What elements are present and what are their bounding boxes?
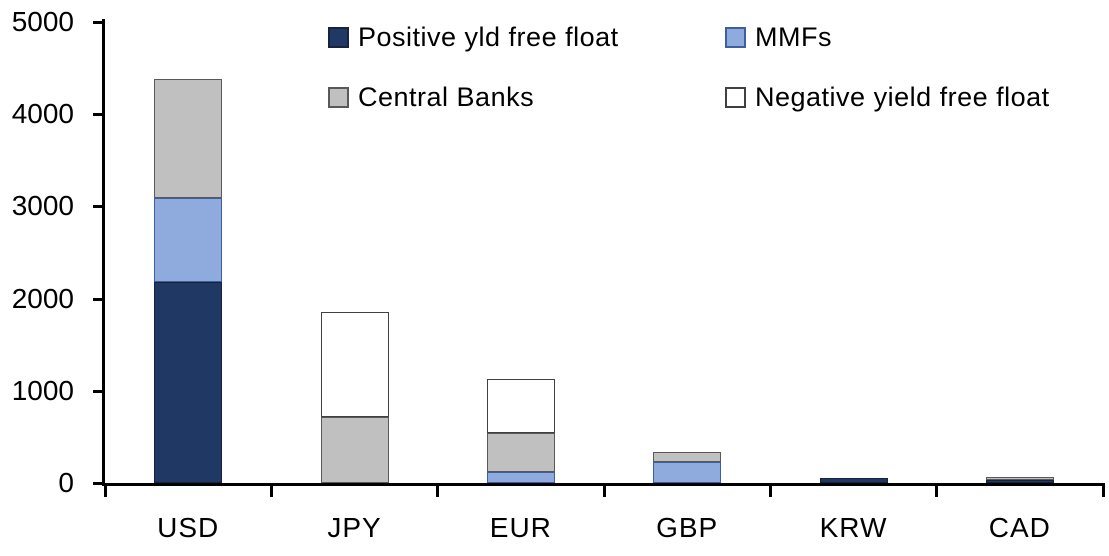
legend-swatch-mmfs (725, 26, 746, 48)
legend-item-mmfs: MMFs (725, 22, 832, 52)
bar-segment-eur-mmfs (486, 472, 555, 483)
legend-label: MMFs (755, 22, 832, 52)
bar-segment-jpy-central-banks (320, 417, 389, 483)
x-axis-tick (436, 483, 440, 497)
bar-segment-eur-central-banks (486, 432, 555, 473)
y-axis-tick (93, 21, 105, 24)
x-axis-tick (103, 483, 107, 497)
y-axis-tick (93, 205, 105, 209)
y-tick-label: 1000 (11, 374, 74, 406)
legend-swatch-positive-yld-free-float (328, 26, 349, 48)
bar-segment-cad-central-banks (985, 476, 1054, 481)
bar-segment-eur-negative-yield-free-float (486, 379, 555, 433)
x-axis-tick (768, 483, 772, 497)
legend-label: Central Banks (358, 82, 535, 112)
x-axis-tick (1101, 483, 1105, 497)
bar-segment-jpy-negative-yield-free-float (320, 312, 389, 418)
y-axis-tick (93, 113, 105, 117)
bar-segment-usd-central-banks (154, 79, 223, 198)
bar-segment-cad-positive-yld-free-float (985, 480, 1054, 483)
y-tick-label: 5000 (11, 6, 74, 37)
legend-label: Negative yield free float (755, 82, 1050, 112)
x-tick-label-usd: USD (157, 512, 220, 543)
x-tick-label-cad: CAD (988, 512, 1051, 543)
x-tick-label-gbp: GBP (656, 512, 719, 543)
y-tick-label: 2000 (11, 282, 74, 314)
legend-swatch-central-banks (328, 86, 349, 108)
x-axis-tick (602, 483, 606, 497)
x-axis-tick (269, 483, 273, 497)
legend-item-positive-yld-free-float: Positive yld free float (328, 22, 619, 52)
y-tick-label: 0 (58, 467, 74, 498)
legend-item-central-banks: Central Banks (328, 82, 535, 112)
y-axis-tick (93, 482, 105, 485)
bar-segment-gbp-central-banks (653, 451, 722, 463)
y-tick-label: 3000 (11, 190, 74, 222)
x-tick-label-krw: KRW (819, 512, 888, 543)
bar-segment-gbp-mmfs (653, 462, 722, 483)
x-tick-label-eur: EUR (489, 512, 552, 543)
x-tick-label-jpy: JPY (327, 512, 382, 543)
legend-item-negative-yield-free-float: Negative yield free float (725, 82, 1050, 112)
y-axis-tick (93, 389, 105, 393)
y-axis-line (102, 19, 105, 486)
bar-segment-usd-positive-yld-free-float (154, 282, 223, 483)
y-tick-label: 4000 (11, 98, 74, 130)
legend-label: Positive yld free float (358, 22, 619, 52)
legend-swatch-negative-yield-free-float (725, 86, 746, 108)
bar-segment-krw-positive-yld-free-float (819, 477, 888, 483)
x-axis-tick (935, 483, 939, 497)
y-axis-tick (93, 297, 105, 301)
bar-segment-usd-mmfs (154, 197, 223, 283)
